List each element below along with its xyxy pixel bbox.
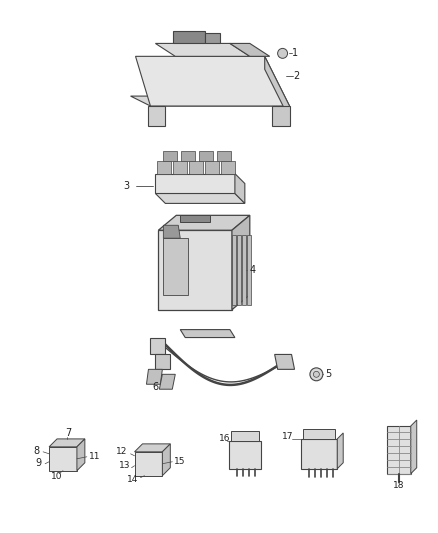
Polygon shape: [387, 426, 411, 474]
Polygon shape: [173, 31, 205, 43]
Polygon shape: [242, 235, 246, 305]
Polygon shape: [230, 43, 270, 56]
Polygon shape: [205, 34, 220, 43]
Text: 12: 12: [116, 447, 127, 456]
Polygon shape: [237, 235, 241, 305]
Polygon shape: [304, 429, 335, 439]
Polygon shape: [189, 160, 203, 174]
Polygon shape: [232, 215, 250, 310]
Polygon shape: [77, 439, 85, 471]
Text: 11: 11: [89, 453, 100, 461]
Text: 10: 10: [51, 472, 63, 481]
Polygon shape: [205, 160, 219, 174]
Polygon shape: [272, 106, 290, 126]
Polygon shape: [131, 96, 290, 106]
Polygon shape: [49, 447, 77, 471]
Text: 17: 17: [282, 432, 293, 441]
Polygon shape: [159, 374, 175, 389]
Polygon shape: [221, 160, 235, 174]
Text: 14: 14: [127, 475, 138, 484]
Polygon shape: [337, 433, 343, 469]
Polygon shape: [157, 160, 171, 174]
Polygon shape: [134, 444, 170, 452]
Polygon shape: [163, 151, 177, 160]
Polygon shape: [229, 441, 261, 469]
Text: 16: 16: [219, 434, 230, 443]
Text: 18: 18: [393, 481, 405, 490]
Polygon shape: [155, 174, 235, 193]
Polygon shape: [235, 174, 245, 204]
Text: 13: 13: [119, 461, 130, 470]
Polygon shape: [247, 235, 251, 305]
Polygon shape: [159, 230, 232, 310]
Polygon shape: [217, 151, 231, 160]
Polygon shape: [155, 43, 250, 56]
Circle shape: [310, 368, 323, 381]
Polygon shape: [162, 444, 170, 475]
Polygon shape: [134, 452, 162, 475]
Polygon shape: [163, 238, 188, 295]
Polygon shape: [199, 151, 213, 160]
Text: 7: 7: [65, 428, 71, 438]
Polygon shape: [231, 431, 259, 441]
Polygon shape: [148, 106, 165, 126]
Polygon shape: [181, 151, 195, 160]
Polygon shape: [155, 354, 170, 369]
Text: 8: 8: [33, 446, 39, 456]
Text: 6: 6: [152, 382, 159, 392]
Text: 4: 4: [250, 265, 256, 275]
Polygon shape: [301, 439, 337, 469]
Polygon shape: [180, 329, 235, 337]
Polygon shape: [146, 369, 162, 384]
Text: 3: 3: [124, 181, 130, 190]
Polygon shape: [232, 235, 236, 305]
Polygon shape: [275, 354, 294, 369]
Circle shape: [278, 49, 288, 58]
Polygon shape: [155, 193, 245, 204]
Text: 1: 1: [292, 49, 298, 58]
Polygon shape: [180, 215, 210, 222]
Text: 9: 9: [35, 458, 41, 468]
Polygon shape: [135, 56, 290, 106]
Circle shape: [314, 372, 319, 377]
Text: 15: 15: [174, 457, 186, 466]
Polygon shape: [173, 160, 187, 174]
Polygon shape: [150, 337, 165, 354]
Polygon shape: [265, 56, 290, 119]
Polygon shape: [411, 420, 417, 474]
Text: 5: 5: [325, 369, 332, 379]
Polygon shape: [159, 215, 250, 230]
Polygon shape: [49, 439, 85, 447]
Polygon shape: [163, 225, 180, 238]
Text: 2: 2: [293, 71, 300, 81]
